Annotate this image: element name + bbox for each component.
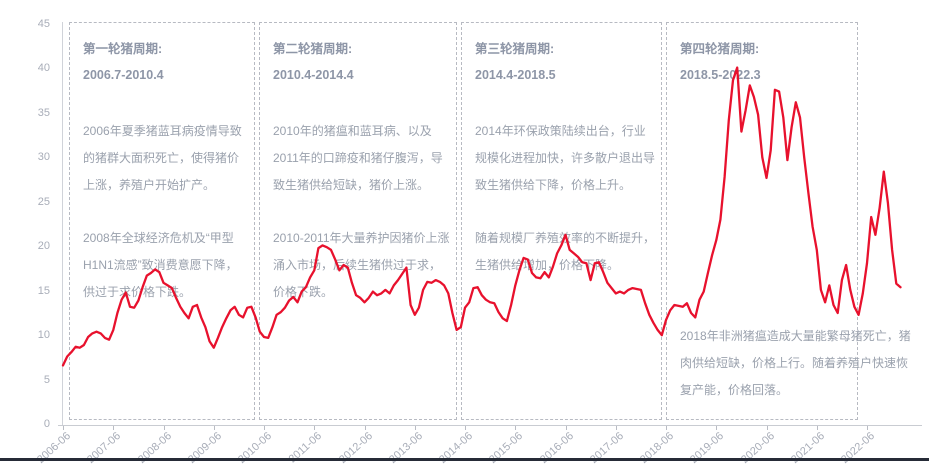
x-axis-label: 2021-06 xyxy=(788,430,827,466)
cycle-1-paragraph: 2006年夏季猪蓝耳病疫情导致的猪群大面积死亡，使得猪价上涨，养殖户开始扩产。 xyxy=(83,124,242,192)
cycle-1-title: 第一轮猪周期: xyxy=(83,42,163,56)
x-axis-line xyxy=(58,425,922,426)
cycle-2-title: 第二轮猪周期: xyxy=(273,42,353,56)
x-axis-tick xyxy=(615,426,617,430)
x-axis-label: 2015-06 xyxy=(487,430,526,466)
y-axis-label: 0 xyxy=(43,418,50,430)
x-axis-tick xyxy=(565,426,567,430)
cycle-1-paragraph: 2008年全球经济危机及“甲型H1N1流感”致消费意愿下降，供过于求价格下跌。 xyxy=(83,231,238,299)
x-axis-label: 2020-06 xyxy=(738,430,777,466)
y-axis-label: 25 xyxy=(37,195,50,208)
bottom-divider xyxy=(0,458,929,461)
cycle-3-paragraph: 2014年环保政策陆续出台，行业规模化进程加快，许多散户退出导致生猪供给下降，价… xyxy=(475,124,656,192)
cycle-4-period: 2018.5-2022.3 xyxy=(680,68,761,82)
cycle-3-period: 2014.4-2018.5 xyxy=(475,68,556,82)
x-axis-tick xyxy=(113,426,115,430)
cycle-2-paragraph: 2010-2011年大量养护因猪价上涨涌入市场，后续生猪供过于求，价格下跌。 xyxy=(273,231,450,299)
y-axis-label: 10 xyxy=(37,329,50,342)
x-axis-tick xyxy=(414,426,416,430)
x-axis-tick xyxy=(716,426,718,430)
x-axis-label: 2008-06 xyxy=(135,430,174,466)
y-axis-line xyxy=(62,22,63,425)
x-axis-tick xyxy=(264,426,265,430)
x-axis-tick xyxy=(867,426,868,430)
cycle-4-title: 第四轮猪周期: xyxy=(680,42,760,56)
cycle-3-title: 第三轮猪周期: xyxy=(475,42,555,56)
x-axis-label: 2006-06 xyxy=(34,430,74,466)
x-axis-tick xyxy=(465,426,466,430)
y-axis-label: 5 xyxy=(43,373,50,386)
x-axis-label: 2007-06 xyxy=(85,430,124,466)
cycle-2-paragraph: 2010年的猪瘟和蓝耳病、以及2011年的口蹄疫和猪仔腹泻，导致生猪供给短缺，猪… xyxy=(273,124,443,192)
cycle-3-paragraph: 随着规模厂养殖效率的不断提升，生猪供给增加，价格下降。 xyxy=(475,231,656,272)
cycle-box-3: 第三轮猪周期: 2014.4-2018.5 2014年环保政策陆续出台，行业规模… xyxy=(461,22,662,420)
x-axis-label: 2010-06 xyxy=(235,430,275,466)
x-axis-tick xyxy=(213,426,215,430)
x-axis-label: 2018-06 xyxy=(637,430,677,466)
y-axis-label: 45 xyxy=(37,17,50,30)
cycle-box-2: 第二轮猪周期: 2010.4-2014.4 2010年的猪瘟和蓝耳病、以及201… xyxy=(259,22,457,420)
x-axis-label: 2017-06 xyxy=(587,430,626,466)
cycle-box-4: 第四轮猪周期: 2018.5-2022.3 2018年非洲猪瘟造成大量能繁母猪死… xyxy=(666,22,911,420)
y-axis-label: 15 xyxy=(37,284,50,297)
x-axis-tick xyxy=(666,426,667,430)
y-axis-label: 30 xyxy=(37,151,50,164)
y-axis-label: 40 xyxy=(37,62,50,75)
x-axis-tick xyxy=(766,426,768,430)
cycle-2-period: 2010.4-2014.4 xyxy=(273,68,354,82)
cycle-box-1: 第一轮猪周期: 2006.7-2010.4 2006年夏季猪蓝耳病疫情导致的猪群… xyxy=(69,22,255,420)
cycle-4-paragraph: 2018年非洲猪瘟造成大量能繁母猪死亡，猪肉供给短缺，价格上行。随着养殖户快速恢… xyxy=(680,329,911,397)
x-axis-tick xyxy=(515,426,517,430)
x-axis-tick xyxy=(364,426,366,430)
x-axis-tick xyxy=(163,426,165,430)
x-axis-tick xyxy=(314,426,316,430)
x-axis-tick xyxy=(816,426,818,430)
y-axis-label: 20 xyxy=(37,240,50,253)
x-axis-label: 2013-06 xyxy=(386,430,425,466)
x-axis-label: 2022-06 xyxy=(838,430,878,466)
x-axis-label: 2011-06 xyxy=(286,430,325,466)
x-axis-label: 2009-06 xyxy=(185,430,224,466)
x-axis-tick xyxy=(63,426,64,430)
x-axis-label: 2012-06 xyxy=(336,430,375,466)
cycle-1-period: 2006.7-2010.4 xyxy=(83,68,164,82)
x-axis-label: 2014-06 xyxy=(436,430,476,466)
x-axis-label: 2016-06 xyxy=(537,430,576,466)
x-axis-label: 2019-06 xyxy=(688,430,727,466)
y-axis-label: 35 xyxy=(37,106,50,119)
